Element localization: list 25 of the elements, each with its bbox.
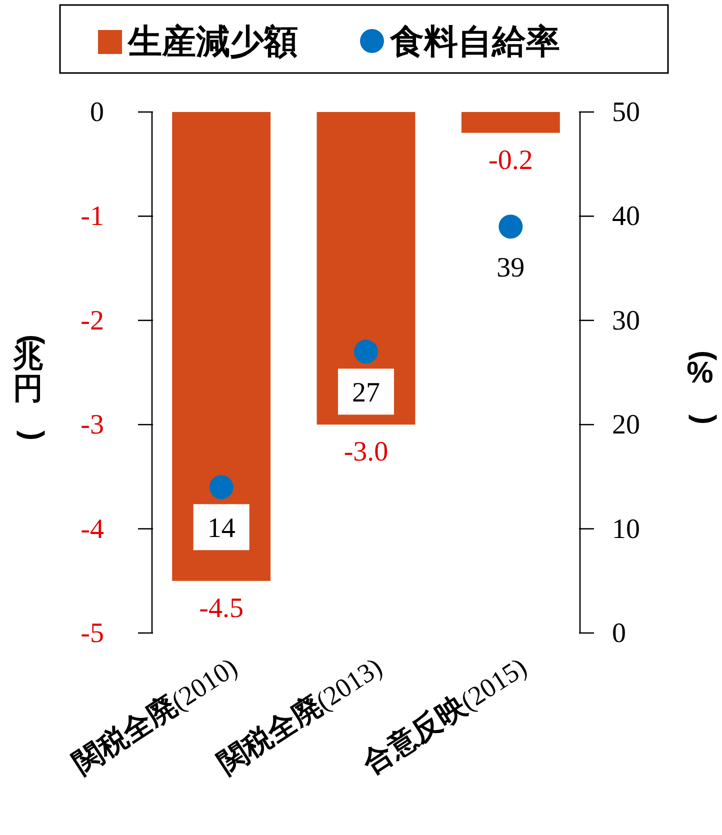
legend-label: 食料自給率 <box>389 23 560 61</box>
y-axis-title: (兆円) <box>12 334 49 440</box>
data-label: 14 <box>207 513 236 544</box>
data-label: -0.2 <box>488 144 533 176</box>
y2-tick-label: 40 <box>612 201 640 232</box>
y2-tick-label: 20 <box>612 410 640 441</box>
y-tick-label: -1 <box>80 201 104 232</box>
point <box>354 340 378 364</box>
y-tick-label: -2 <box>80 305 104 336</box>
y-tick-label: -4 <box>80 514 104 545</box>
point <box>498 214 523 239</box>
y-tick-label: -5 <box>80 618 104 649</box>
point <box>209 475 234 500</box>
y2-axis-title: (%) <box>686 350 721 424</box>
y-tick-label: 0 <box>90 97 104 128</box>
y2-tick-label: 50 <box>612 97 640 128</box>
data-label: -3.0 <box>344 436 388 468</box>
data-label: -4.5 <box>199 592 244 624</box>
y-tick-label: -3 <box>80 410 104 441</box>
y2-tick-label: 10 <box>612 514 640 545</box>
y2-tick-label: 0 <box>612 618 626 649</box>
y2-tick-label: 30 <box>612 305 640 336</box>
data-label: 27 <box>352 378 380 409</box>
legend-label: 生産減少額 <box>127 23 298 61</box>
data-label: 39 <box>496 252 525 284</box>
